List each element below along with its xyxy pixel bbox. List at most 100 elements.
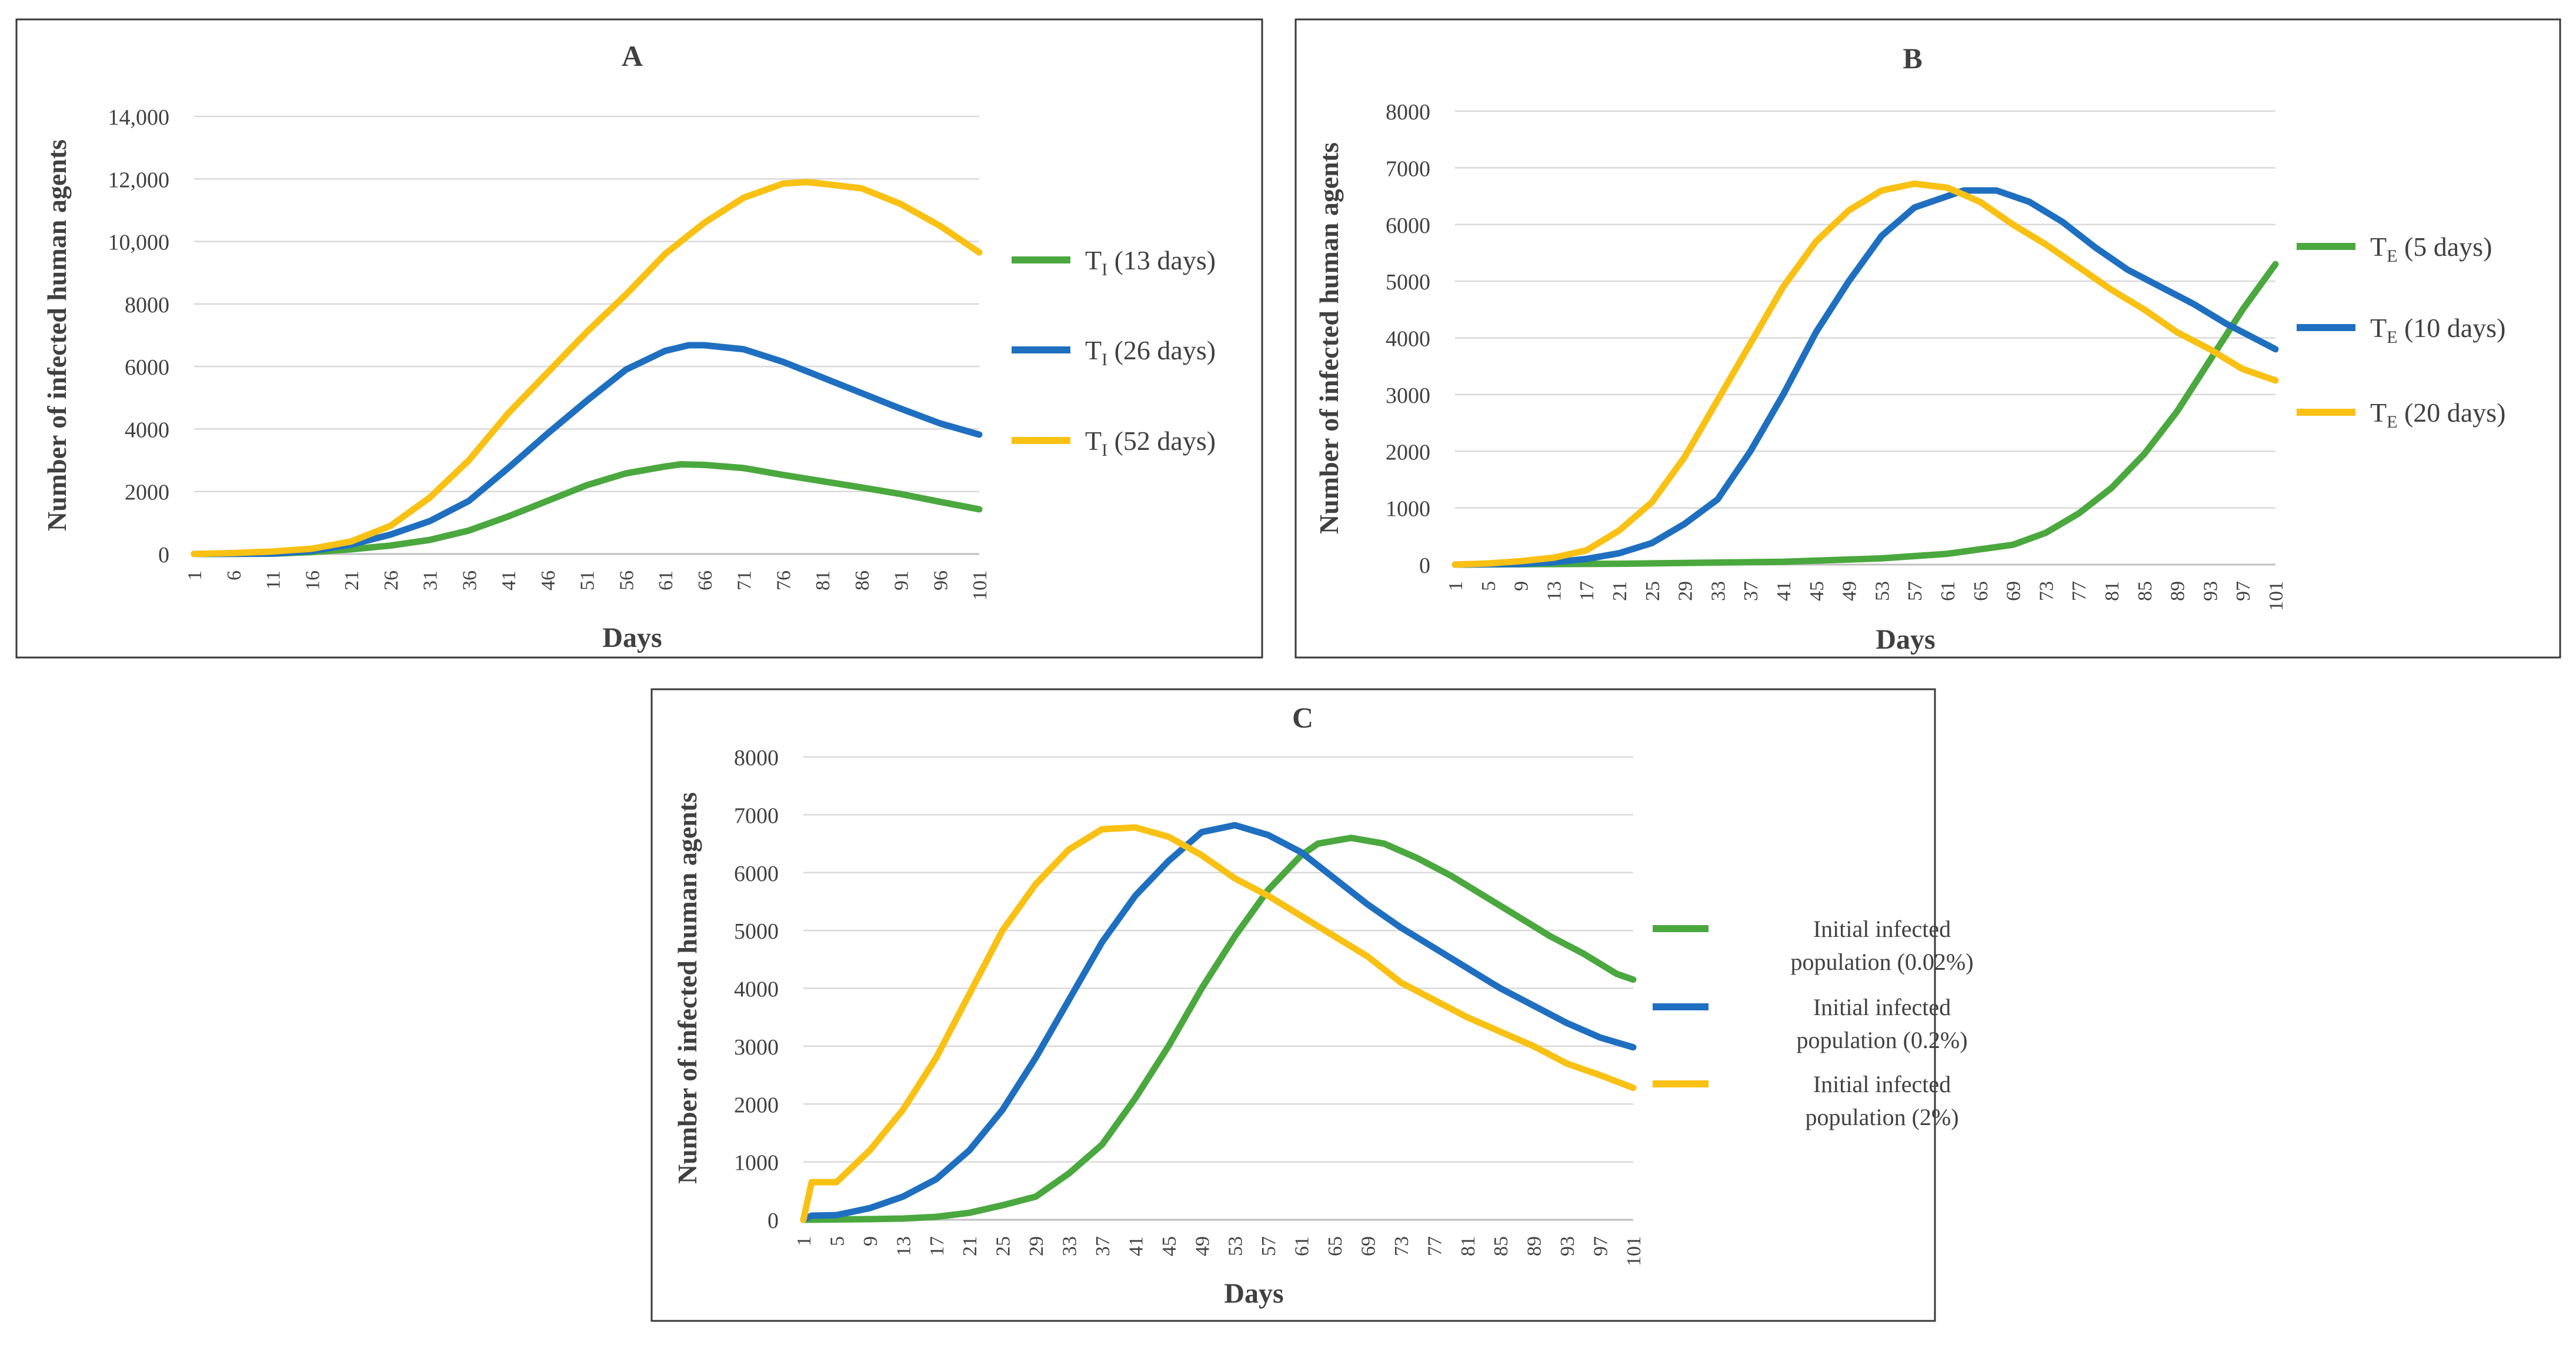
- x-tick-label: 53: [1225, 1236, 1247, 1256]
- x-tick-label: 61: [655, 570, 677, 590]
- y-tick-label: 6000: [734, 862, 779, 886]
- y-tick-label: 1000: [734, 1151, 779, 1176]
- y-tick-label: 4000: [1386, 327, 1430, 352]
- x-tick-label: 89: [1524, 1236, 1546, 1256]
- legend-entry: TI (52 days): [1085, 426, 1216, 460]
- y-axis-label: Number of infected human agents: [1314, 142, 1344, 534]
- x-tick-label: 36: [459, 570, 481, 590]
- x-tick-label: 29: [1675, 581, 1697, 601]
- x-tick-label: 45: [1159, 1236, 1180, 1256]
- x-tick-label: 76: [773, 570, 795, 590]
- y-tick-label: 0: [768, 1209, 779, 1233]
- x-tick-label: 81: [1457, 1236, 1479, 1256]
- x-tick-label: 97: [1590, 1236, 1612, 1256]
- x-tick-label: 85: [1490, 1236, 1512, 1256]
- x-tick-label: 61: [1937, 581, 1959, 601]
- y-axis-label: Number of infected human agents: [42, 139, 72, 531]
- panel-border: [650, 688, 1936, 1322]
- y-tick-label: 2000: [125, 480, 169, 505]
- x-tick-label: 73: [2036, 581, 2057, 601]
- x-tick-label: 69: [1357, 1236, 1379, 1256]
- x-tick-label: 25: [993, 1236, 1015, 1256]
- x-tick-label: 96: [930, 570, 952, 590]
- x-tick-label: 51: [577, 570, 599, 590]
- x-tick-label: 65: [1970, 581, 1992, 601]
- x-tick-label: 5: [826, 1236, 848, 1246]
- legend-entry: TE (5 days): [2370, 232, 2492, 266]
- x-tick-label: 93: [1557, 1236, 1579, 1256]
- y-tick-label: 10,000: [108, 231, 170, 255]
- y-tick-label: 5000: [734, 919, 779, 944]
- chart-title: B: [1903, 42, 1922, 75]
- x-tick-label: 11: [263, 570, 285, 590]
- x-tick-label: 77: [2068, 581, 2090, 601]
- x-tick-label: 93: [2200, 581, 2221, 601]
- x-tick-label: 65: [1324, 1236, 1346, 1256]
- chart-panel-c: 0 1000 2000 3000 4000 5000 6000 7000 8000 1 5 9 13 17…: [650, 688, 1974, 1322]
- x-tick-label: 61: [1292, 1236, 1313, 1256]
- legend-entry-line1: Initial infected: [1813, 994, 1951, 1020]
- x-axis-label: Days: [1876, 624, 1935, 655]
- y-tick-label: 6000: [1386, 213, 1430, 238]
- x-tick-label: 1: [1445, 581, 1467, 591]
- x-tick-label: 33: [1059, 1236, 1081, 1256]
- series-line-3: [1451, 180, 2279, 568]
- series-line-1: [800, 835, 1637, 1223]
- x-tick-label: 16: [302, 570, 323, 590]
- y-tick-label: 3000: [1386, 383, 1430, 408]
- y-tick-label: 0: [1419, 553, 1430, 578]
- legend-entry-line2: population (0.2%): [1796, 1027, 1967, 1053]
- chart-panel-b: 0 1000 2000 3000 4000 5000 6000 7000 8000 1 5 9 13 17…: [1294, 18, 2561, 659]
- y-tick-label: 7000: [1386, 156, 1430, 181]
- series-line-3: [800, 824, 1637, 1223]
- x-tick-label: 57: [1258, 1236, 1280, 1256]
- x-tick-label: 101: [969, 570, 991, 600]
- x-tick-label: 41: [1125, 1236, 1147, 1256]
- x-tick-label: 17: [1576, 581, 1598, 601]
- x-tick-label: 13: [893, 1236, 915, 1256]
- x-tick-label: 56: [616, 570, 638, 590]
- x-tick-label: 89: [2167, 581, 2189, 601]
- x-tick-label: 73: [1391, 1236, 1413, 1256]
- x-tick-label: 46: [538, 570, 559, 590]
- x-tick-label: 5: [1478, 581, 1500, 591]
- x-tick-label: 1: [793, 1236, 815, 1246]
- x-tick-label: 21: [1609, 581, 1631, 601]
- legend-entry-line2: population (2%): [1805, 1104, 1958, 1130]
- legend-entry: TE (20 days): [2370, 398, 2505, 432]
- x-tick-label: 85: [2134, 581, 2156, 601]
- y-axis-label: Number of infected human agents: [672, 792, 702, 1184]
- legend-entry-line1: Initial infected: [1813, 1071, 1951, 1097]
- x-tick-label: 31: [420, 570, 442, 590]
- y-tick-label: 12,000: [108, 168, 170, 192]
- y-tick-label: 4000: [125, 418, 169, 442]
- y-tick-label: 8000: [734, 746, 779, 770]
- legend-entry-line2: population (0.02%): [1790, 949, 1973, 975]
- x-tick-label: 17: [926, 1236, 948, 1256]
- series-line-1: [191, 461, 983, 558]
- x-tick-label: 41: [498, 570, 520, 590]
- legend-entry-line1: Initial infected: [1813, 916, 1951, 942]
- y-tick-label: 5000: [1386, 270, 1430, 295]
- x-tick-label: 101: [2265, 581, 2287, 611]
- x-tick-label: 91: [891, 570, 913, 590]
- legend-entry: TI (26 days): [1085, 335, 1216, 369]
- x-tick-label: 9: [1511, 581, 1533, 591]
- x-tick-label: 53: [1871, 581, 1893, 601]
- series-line-2: [1451, 187, 2279, 568]
- x-axis-label: Days: [602, 622, 662, 653]
- y-tick-label: 2000: [1386, 440, 1430, 465]
- x-tick-label: 21: [341, 570, 363, 590]
- y-tick-label: 7000: [734, 803, 779, 828]
- y-tick-label: 8000: [125, 293, 169, 318]
- x-tick-label: 37: [1092, 1236, 1114, 1256]
- x-tick-label: 81: [812, 570, 834, 590]
- y-tick-label: 6000: [125, 355, 169, 380]
- y-tick-label: 14,000: [108, 105, 170, 130]
- x-tick-label: 97: [2233, 581, 2254, 601]
- x-tick-label: 101: [1623, 1236, 1645, 1266]
- y-tick-label: 1000: [1386, 497, 1430, 522]
- x-tick-label: 33: [1707, 581, 1729, 601]
